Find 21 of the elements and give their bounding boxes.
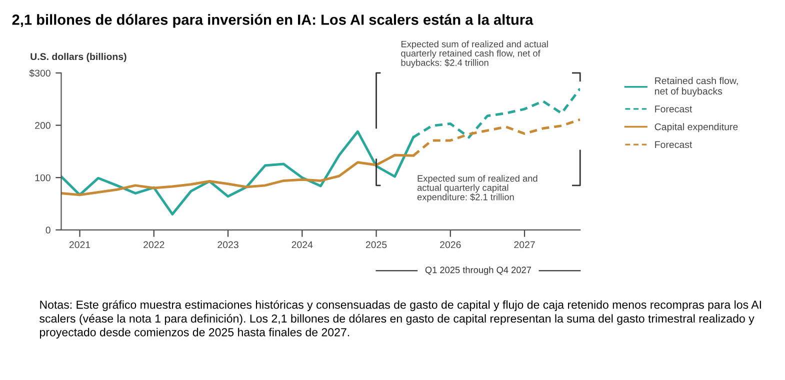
annotation: Expected sum of realized and actual quarterly capital expenditure: $2.1 trillion — [417, 174, 538, 202]
legend-label: Forecast — [655, 141, 692, 148]
x-tick-label: 2023 — [218, 241, 238, 248]
text: Q1 2025 through Q4 2027 — [425, 266, 531, 275]
x-tick-label: 2027 — [514, 241, 535, 248]
y-tick-label: $300 — [29, 69, 50, 78]
legend-label: Forecast — [655, 106, 692, 112]
chart-title: 2,1 billones de dólares para inversión en IA: Los AI scalers están a la altura — [12, 14, 534, 28]
y-axis-title: U.S. dollars (billions) — [30, 52, 126, 62]
legend-label: Retained cash flow, net of buybacks — [655, 77, 738, 97]
x-tick-label: 2025 — [366, 241, 387, 248]
y-tick-label: 0 — [46, 226, 50, 234]
x-tick-label: 2021 — [69, 241, 90, 248]
y-tick-label: 100 — [35, 174, 50, 182]
x-tick-label: 2022 — [144, 241, 164, 248]
x-tick-label: 2026 — [440, 241, 461, 248]
legend-label: Capital expenditure — [654, 123, 738, 132]
y-tick-label: 200 — [35, 122, 50, 129]
text: Expected sum of realized and actual quarterly retained cash flow, net of buybacks: $2.4 trillion — [401, 40, 548, 68]
text: Notas: Este gráfico muestra estimaciones históricas y consensuadas de gasto de capital y flujo de caja retenido menos recompras para los AI scalers (véase la nota 1 para definición). Los 2,1 billones de dólares en gasto de capital representan la suma del gasto trimestral realizado y proyectado desde comienzos de 2025 hasta finales de 2027. — [40, 300, 761, 339]
x-tick-label: 2024 — [292, 241, 313, 248]
